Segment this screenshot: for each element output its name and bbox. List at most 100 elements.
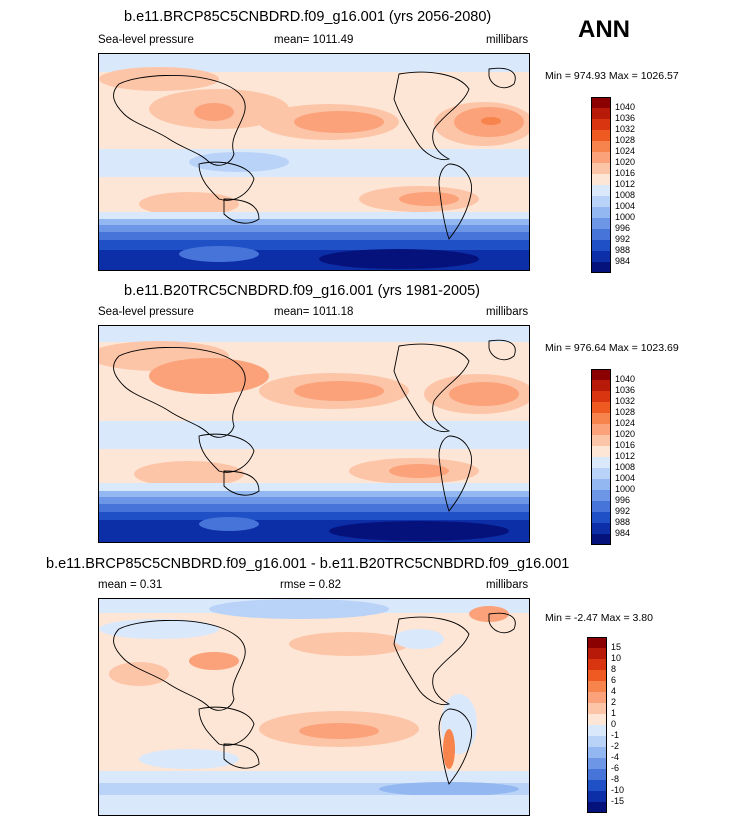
panel1-mean: mean= 1011.49 <box>274 34 354 46</box>
colorbar-cell <box>587 736 607 747</box>
colorbar-label: 1004 <box>615 473 636 483</box>
colorbar-label: 1028 <box>615 135 636 145</box>
colorbar-cell <box>591 468 611 479</box>
panel1-minmax: Min = 974.93 Max = 1026.57 <box>545 70 679 82</box>
colorbar-cell <box>587 681 607 692</box>
colorbar-label: 1020 <box>615 157 636 167</box>
colorbar-cell <box>587 659 607 670</box>
colorbar-cell <box>591 391 611 402</box>
colorbar-cell <box>587 791 607 802</box>
panel3-minmax: Min = -2.47 Max = 3.80 <box>545 612 653 624</box>
colorbar-label: 1012 <box>615 451 636 461</box>
colorbar-cell <box>591 457 611 468</box>
colorbar-cell <box>587 637 607 648</box>
colorbar-label: 992 <box>615 234 631 244</box>
colorbar-cell <box>591 435 611 446</box>
colorbar-cell <box>587 670 607 681</box>
colorbar-label: -4 <box>611 752 620 762</box>
panel1-map <box>98 53 530 271</box>
colorbar-label: 1040 <box>615 102 636 112</box>
panel2-units: millibars <box>486 306 529 318</box>
colorbar-label: -10 <box>611 785 625 795</box>
colorbar-cell <box>591 174 611 185</box>
colorbar-label: 1016 <box>615 168 636 178</box>
panel1-variable: Sea-level pressure <box>98 34 194 46</box>
colorbar-cell <box>591 479 611 490</box>
colorbar-label: 1008 <box>615 190 636 200</box>
colorbar-label: 1036 <box>615 113 636 123</box>
colorbar-cell <box>591 534 611 545</box>
colorbar-label: 1024 <box>615 146 636 156</box>
panel3-title: b.e11.BRCP85C5CNBDRD.f09_g16.001 - b.e11… <box>46 556 570 572</box>
colorbar-cell <box>587 648 607 659</box>
colorbar-label: 1004 <box>615 201 636 211</box>
colorbar-cell <box>591 369 611 380</box>
colorbar-cell <box>591 262 611 273</box>
colorbar-label: 1028 <box>615 407 636 417</box>
colorbar-label: 1032 <box>615 396 636 406</box>
colorbar-label: 988 <box>615 517 631 527</box>
colorbar-cell <box>591 130 611 141</box>
colorbar-label: 8 <box>611 664 617 674</box>
colorbar-cell <box>591 163 611 174</box>
colorbar-label: 1008 <box>615 462 636 472</box>
colorbar-cell <box>591 196 611 207</box>
colorbar-cell <box>591 402 611 413</box>
colorbar-label: 1000 <box>615 212 636 222</box>
colorbar-label: 4 <box>611 686 617 696</box>
colorbar-cell <box>591 424 611 435</box>
colorbar-label: 1036 <box>615 385 636 395</box>
colorbar-label: 992 <box>615 506 631 516</box>
colorbar-cell <box>591 512 611 523</box>
colorbar-label: 10 <box>611 653 622 663</box>
colorbar-cell <box>587 725 607 736</box>
panel3-units: millibars <box>486 579 529 591</box>
colorbar-label: 15 <box>611 642 622 652</box>
colorbar-label: 1020 <box>615 429 636 439</box>
colorbar-cell <box>587 758 607 769</box>
colorbar-cell <box>591 152 611 163</box>
colorbar-label: 0 <box>611 719 617 729</box>
colorbar-cell <box>591 108 611 119</box>
colorbar-label: 996 <box>615 495 631 505</box>
colorbar-cell <box>591 207 611 218</box>
colorbar-cell <box>587 769 607 780</box>
colorbar-cell <box>591 413 611 424</box>
colorbar-cell <box>587 747 607 758</box>
panel3-map <box>98 598 530 816</box>
colorbar-label: 984 <box>615 256 631 266</box>
colorbar-cell <box>591 523 611 534</box>
colorbar-cell <box>591 251 611 262</box>
panel2-variable: Sea-level pressure <box>98 306 194 318</box>
colorbar-cell <box>591 240 611 251</box>
colorbar-cell <box>591 185 611 196</box>
colorbar-cell <box>587 714 607 725</box>
colorbar-cell <box>591 490 611 501</box>
colorbar-cell <box>591 97 611 108</box>
panel2-title: b.e11.B20TRC5CNBDRD.f09_g16.001 (yrs 198… <box>124 283 480 299</box>
colorbar-label: -8 <box>611 774 620 784</box>
colorbar-cell <box>591 229 611 240</box>
colorbar-cell <box>591 119 611 130</box>
season-label: ANN <box>578 16 630 43</box>
colorbar-label: 1 <box>611 708 617 718</box>
panel3-rmse: rmse = 0.82 <box>280 579 342 591</box>
colorbar-cell <box>591 218 611 229</box>
colorbar-label: 6 <box>611 675 617 685</box>
panel2-minmax: Min = 976.64 Max = 1023.69 <box>545 342 679 354</box>
panel3-mean: mean = 0.31 <box>98 579 163 591</box>
colorbar-label: 1016 <box>615 440 636 450</box>
colorbar-cell <box>591 380 611 391</box>
colorbar-label: -6 <box>611 763 620 773</box>
colorbar-cell <box>587 802 607 813</box>
colorbar-label: 1040 <box>615 374 636 384</box>
colorbar-label: 988 <box>615 245 631 255</box>
colorbar-cell <box>591 141 611 152</box>
colorbar-label: -1 <box>611 730 620 740</box>
colorbar-label: 996 <box>615 223 631 233</box>
panel2-mean: mean= 1011.18 <box>274 306 354 318</box>
panel1-title: b.e11.BRCP85C5CNBDRD.f09_g16.001 (yrs 20… <box>124 9 492 25</box>
colorbar-label: 2 <box>611 697 617 707</box>
colorbar-cell <box>587 780 607 791</box>
colorbar-label: 1012 <box>615 179 636 189</box>
